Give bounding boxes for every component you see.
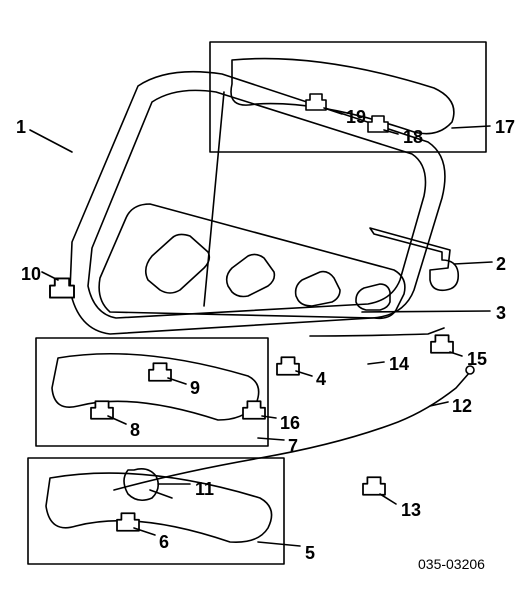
callout-10: 10: [21, 264, 41, 285]
clip-19: [306, 94, 326, 110]
callout-15: 15: [467, 349, 487, 370]
inset-box: [36, 338, 268, 446]
callout-7: 7: [288, 436, 298, 457]
leader-line: [30, 130, 72, 152]
part-insulator: [99, 204, 405, 318]
leader-line: [258, 542, 300, 546]
leader-line: [258, 438, 284, 440]
clip-4: [277, 357, 299, 375]
callout-13: 13: [401, 500, 421, 521]
leader-line: [368, 362, 384, 364]
diagram-part-number: 035-03206: [418, 556, 485, 572]
callout-18: 18: [403, 127, 423, 148]
leader-line: [108, 416, 126, 424]
part-hood_centerline: [204, 92, 224, 306]
leader-line: [42, 272, 58, 280]
part-hinge_bracket: [370, 228, 458, 290]
callout-3: 3: [496, 303, 506, 324]
clip-13: [363, 477, 385, 495]
callout-5: 5: [305, 543, 315, 564]
part-insulator_cutouts: [146, 234, 390, 310]
callout-14: 14: [389, 354, 409, 375]
callout-19: 19: [346, 107, 366, 128]
leader-line: [454, 262, 492, 264]
leader-line: [380, 494, 396, 504]
callout-8: 8: [130, 420, 140, 441]
callout-17: 17: [495, 117, 515, 138]
callout-1: 1: [16, 117, 26, 138]
callout-9: 9: [190, 378, 200, 399]
callout-16: 16: [280, 413, 300, 434]
callout-4: 4: [316, 369, 326, 390]
clip-15: [431, 335, 453, 353]
callout-6: 6: [159, 532, 169, 553]
diagram-svg: [0, 0, 529, 600]
part-rod_14: [310, 328, 444, 336]
callout-11: 11: [195, 479, 214, 500]
part-seal_strip_17: [231, 59, 454, 134]
inset-box: [28, 458, 284, 564]
leader-line: [452, 126, 490, 128]
callout-2: 2: [496, 254, 506, 275]
callout-12: 12: [452, 396, 472, 417]
leader-line: [450, 352, 462, 356]
leader-line: [362, 311, 490, 312]
diagram-canvas: 12345678910111213141516171819035-03206: [0, 0, 529, 600]
